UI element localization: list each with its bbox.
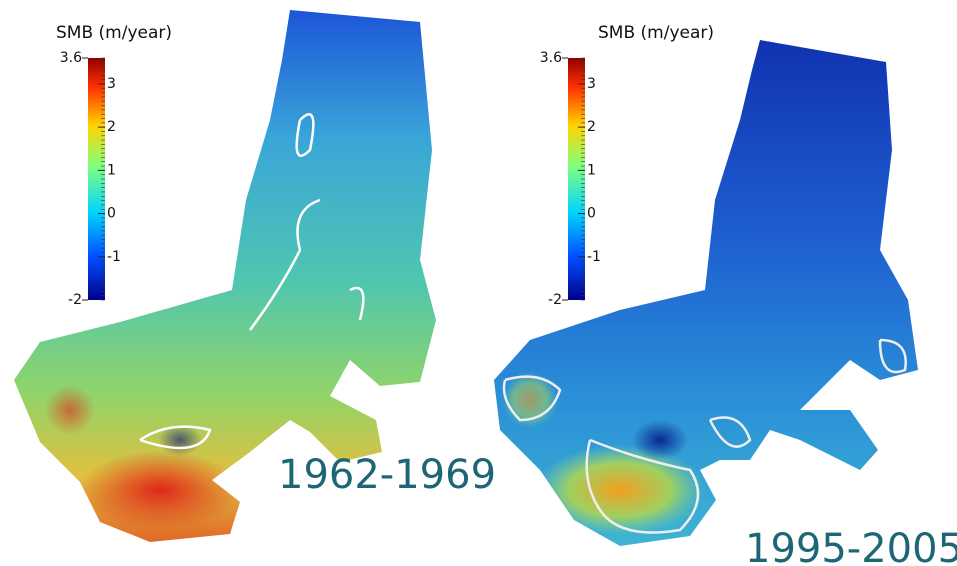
colorbar-tick-label: 1 — [587, 162, 596, 178]
colorbar-tick-label: -1 — [107, 249, 121, 265]
figure: SMB (m/year) SMB (m/year) 1962-1969 1995… — [0, 0, 957, 566]
colorbar-tick-label: -1 — [587, 249, 601, 265]
colorbar-title: SMB (m/year) — [598, 23, 714, 43]
colorbar-title: SMB (m/year) — [56, 23, 172, 43]
colorbar-tick-label: -2 — [68, 292, 82, 308]
colorbar-tick-label: 3.6 — [540, 50, 562, 66]
colorbar-tick-label: 0 — [107, 206, 116, 222]
colorbar-tick-label: 3.6 — [60, 50, 82, 66]
colorbar-tick-label: 2 — [107, 119, 116, 135]
colorbar-tick-label: 0 — [587, 206, 596, 222]
colorbar-tick-label: 2 — [587, 119, 596, 135]
period-label: 1995-2005 — [745, 526, 957, 566]
period-label: 1962-1969 — [278, 452, 496, 498]
colorbar-tick-label: -2 — [548, 292, 562, 308]
colorbar-tick-label: 1 — [107, 162, 116, 178]
colorbar-tick-label: 3 — [107, 76, 116, 92]
colorbar-tick-label: 3 — [587, 76, 596, 92]
